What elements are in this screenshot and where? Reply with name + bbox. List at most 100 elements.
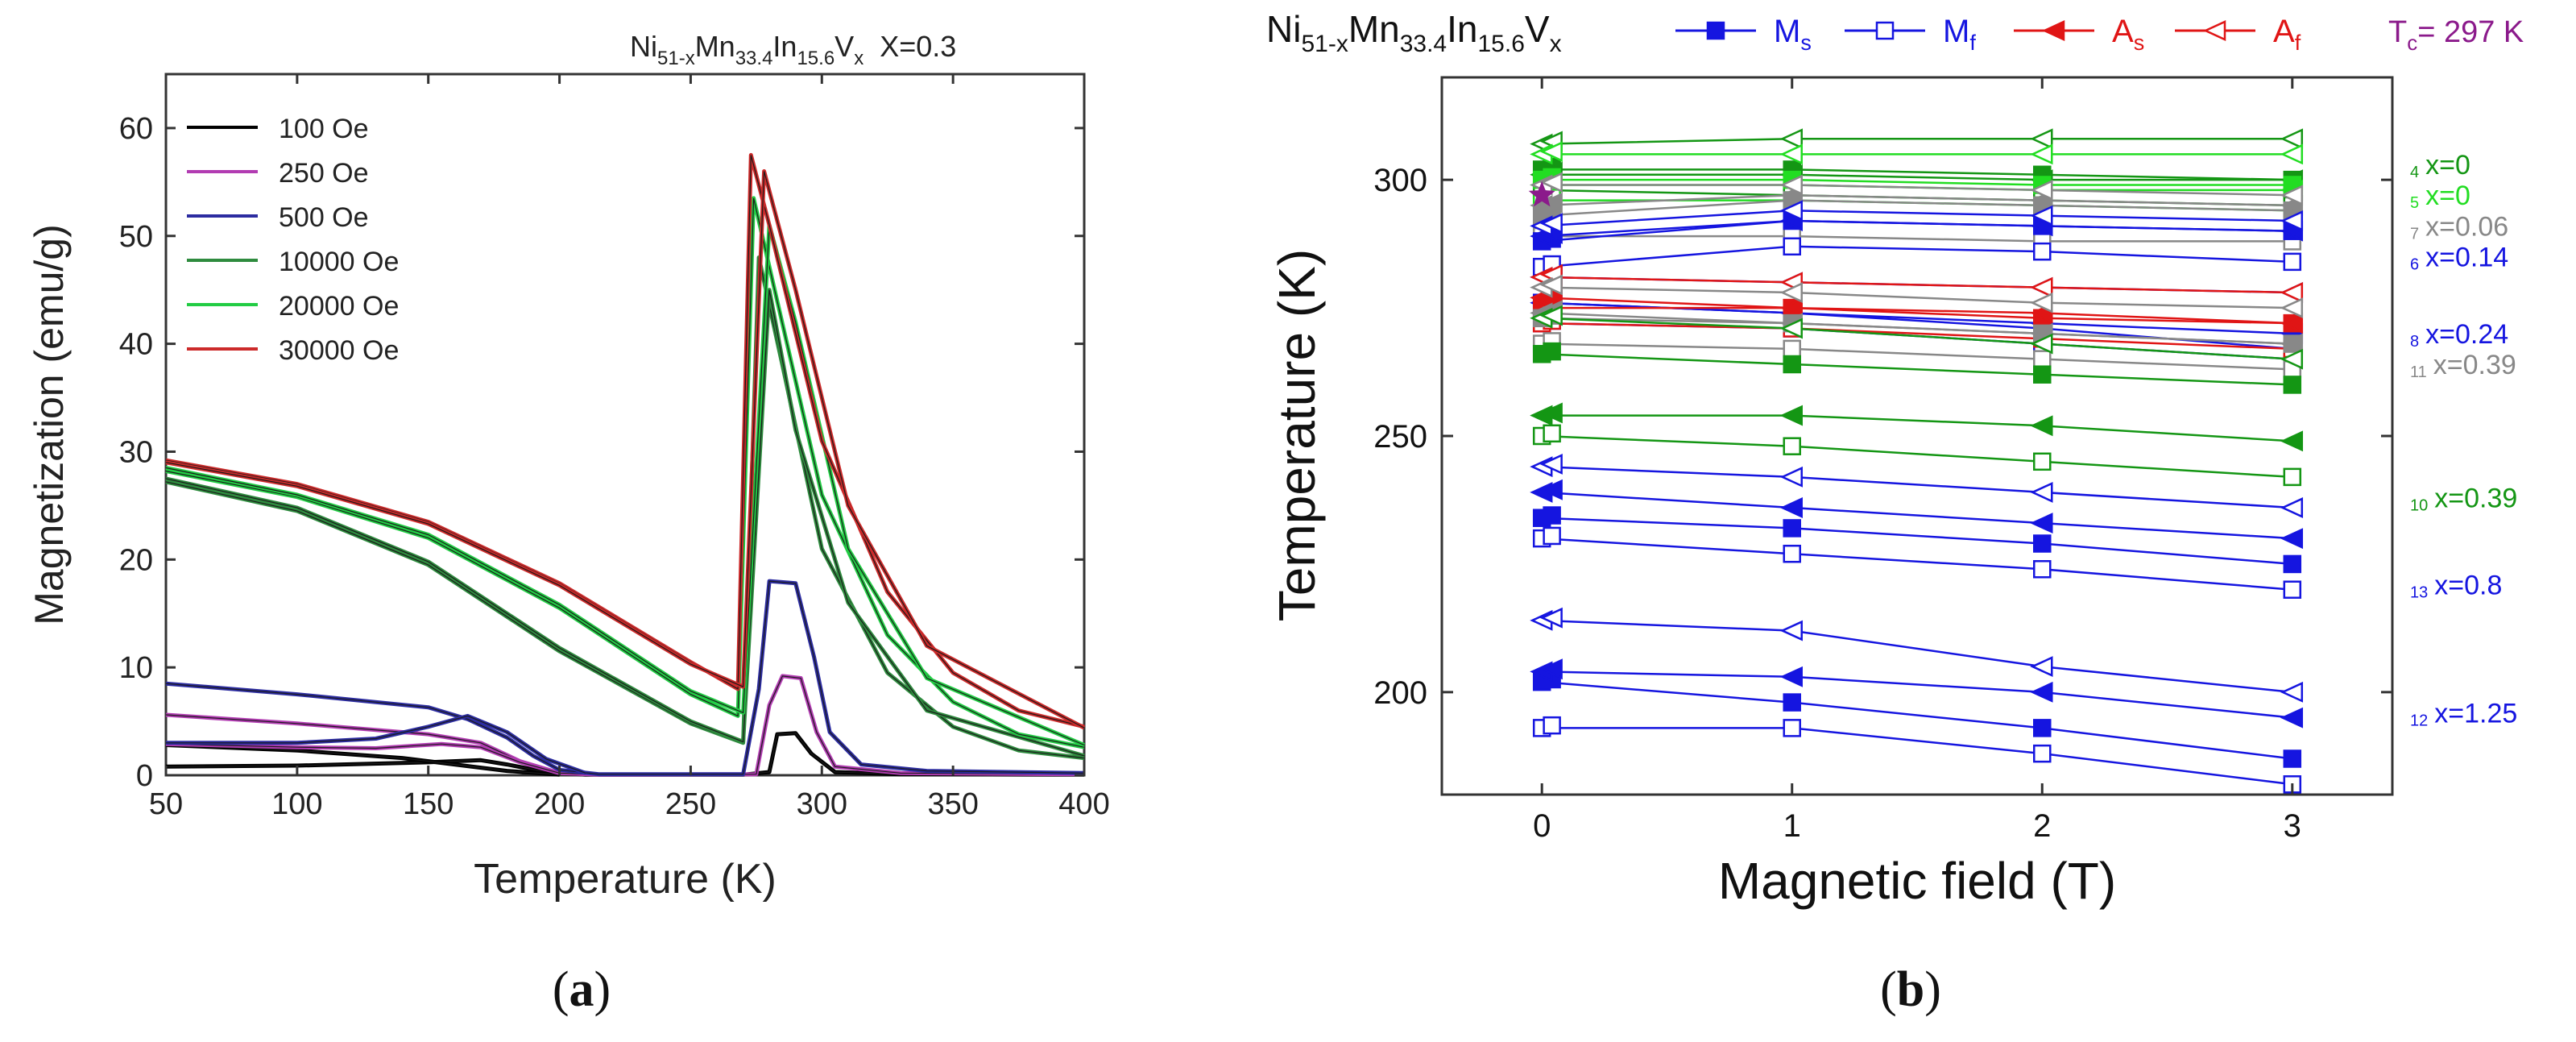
- b-point-Mf-10: [2033, 452, 2052, 471]
- a-legend-label: 500 Oe: [279, 202, 369, 233]
- b-ytick-label: 300: [1373, 163, 1427, 198]
- b-point-Af-10: [2030, 333, 2053, 355]
- b-point-Mf-13: [2283, 580, 2302, 599]
- b-right-label: 13 x=0.8: [2410, 570, 2502, 601]
- b-legend-label: Af: [2273, 14, 2301, 55]
- a-series-cooling-core-5: [165, 197, 1085, 748]
- b-xtick-label: 3: [2284, 808, 2301, 844]
- b-point-Ms-13: [2033, 534, 2052, 553]
- b-point-As-9: [1779, 297, 1803, 319]
- panel-b-xlabel: Magnetic field (T): [1718, 852, 2116, 910]
- b-point-Ms-12: [2283, 749, 2302, 768]
- b-legend-marker: [1706, 21, 1725, 40]
- a-ytick-label: 20: [119, 543, 153, 577]
- b-line-Af-13: [1542, 465, 2292, 509]
- b-point-Af-10: [2280, 348, 2304, 370]
- b-line-Af-6: [1542, 210, 2292, 227]
- b-line-Ms-10: [1542, 353, 2292, 386]
- b-point-lowfield-As-12: [1539, 658, 1563, 680]
- b-legend-label: Mf: [1943, 14, 1976, 55]
- b-point-lowfield-Af-10: [1539, 305, 1563, 326]
- panel-a-ylabel: Magnetization (emu/g): [27, 224, 72, 625]
- panel-b-legend: Ms Mf As Af: [1675, 14, 2301, 55]
- a-series-heating-core-5: [165, 225, 1085, 746]
- panel-b-caption: (b): [1880, 962, 1941, 1017]
- a-series-heating-core-3: [166, 715, 586, 774]
- b-point-lowfield-Mf-12: [1543, 716, 1561, 735]
- b-point-Af-9: [2280, 282, 2304, 303]
- b-point-As-12: [2030, 681, 2053, 703]
- b-line-Mf-9: [1542, 322, 2292, 351]
- b-point-Af-7: [1779, 174, 1803, 196]
- b-point-Ms-10: [1783, 355, 1801, 374]
- a-ytick-label: 60: [119, 112, 153, 146]
- b-point-lowfield-Af-7: [1539, 172, 1563, 193]
- b-ytick-label: 200: [1373, 675, 1427, 711]
- b-line-As-10: [1542, 414, 2292, 442]
- a-legend-label: 100 Oe: [279, 114, 369, 144]
- a-xtick-label: 100: [271, 787, 322, 821]
- b-point-Ms-12: [1783, 693, 1801, 712]
- a-series-cooling-core-2: [165, 675, 1085, 775]
- a-legend-label: 250 Oe: [279, 158, 369, 189]
- b-line-Af-12: [1542, 619, 2292, 694]
- b-point-As-10: [2280, 430, 2304, 452]
- a-series-heating-core-4: [165, 289, 1085, 757]
- b-right-label: 8 x=0.24: [2410, 319, 2508, 351]
- b-point-Mf-6: [2033, 242, 2052, 261]
- b-point-Ms-13: [2283, 554, 2302, 574]
- b-point-Af-13: [1779, 466, 1803, 488]
- b-point-Mf-13: [1783, 544, 1801, 563]
- b-point-Af-5: [2030, 143, 2053, 165]
- a-ytick-label: 50: [119, 220, 153, 254]
- b-right-label: 6 x=0.14: [2410, 243, 2508, 274]
- b-point-lowfield-Ms-10: [1543, 342, 1561, 361]
- a-series-cooling-core-3: [165, 580, 1085, 775]
- b-line-Ms-5: [1542, 178, 2292, 186]
- b-point-lowfield-Ms-13: [1543, 506, 1561, 525]
- b-point-lowfield-Af-12: [1539, 607, 1563, 629]
- b-line-Mf-11: [1542, 342, 2292, 371]
- b-point-As-11: [2280, 333, 2304, 355]
- b-point-lowfield-As-7: [1539, 192, 1563, 214]
- b-line-As-13: [1542, 491, 2292, 540]
- b-right-label: 4 x=0: [2410, 150, 2470, 181]
- b-point-Ms-13: [1783, 519, 1801, 538]
- b-point-lowfield-Af-5: [1539, 141, 1563, 163]
- a-ytick-label: 30: [119, 435, 153, 469]
- a-xtick-label: 400: [1058, 787, 1109, 821]
- b-xtick-label: 1: [1783, 808, 1801, 844]
- b-point-Af-13: [2030, 481, 2053, 503]
- a-series-heating-core-6: [165, 171, 1085, 729]
- b-legend-marker: [1875, 21, 1895, 40]
- b-point-Mf-11: [1783, 339, 1801, 359]
- b-point-Mf-11: [2033, 350, 2052, 368]
- b-line-Af-9: [1542, 276, 2292, 294]
- a-ytick-label: 40: [119, 328, 153, 362]
- b-point-Ms-12: [2033, 719, 2052, 737]
- b-line-Af-7: [1542, 184, 2292, 197]
- b-point-Af-6: [1779, 200, 1803, 222]
- b-point-lowfield-As-10: [1539, 402, 1563, 424]
- b-xtick-label: 0: [1533, 808, 1551, 844]
- panel-a-title: Ni51-xMn33.4In15.6Vx X=0.3: [630, 30, 956, 69]
- b-point-lowfield-Af-11: [1539, 274, 1563, 296]
- b-legend-marker: [2202, 20, 2226, 41]
- b-point-As-13: [2280, 528, 2304, 550]
- b-point-Mf-12: [1783, 719, 1801, 737]
- a-xtick-label: 250: [665, 787, 716, 821]
- b-line-Mf-7: [1542, 235, 2292, 243]
- a-xtick-label: 350: [927, 787, 978, 821]
- b-point-Mf-13: [2033, 560, 2052, 579]
- b-point-Af-11: [2030, 292, 2053, 313]
- b-legend-label: As: [2112, 14, 2144, 55]
- b-line-Ms-12: [1542, 680, 2292, 760]
- panel-a-caption: (a): [553, 962, 611, 1017]
- a-xtick-label: 300: [797, 787, 847, 821]
- b-line-Mf-6: [1542, 245, 2292, 268]
- b-point-Ms-10: [2033, 365, 2052, 384]
- b-point-As-13: [1779, 497, 1803, 518]
- b-right-label: 12 x=1.25: [2410, 698, 2517, 729]
- b-right-label: 10 x=0.39: [2410, 483, 2517, 514]
- b-point-As-10: [2030, 415, 2053, 437]
